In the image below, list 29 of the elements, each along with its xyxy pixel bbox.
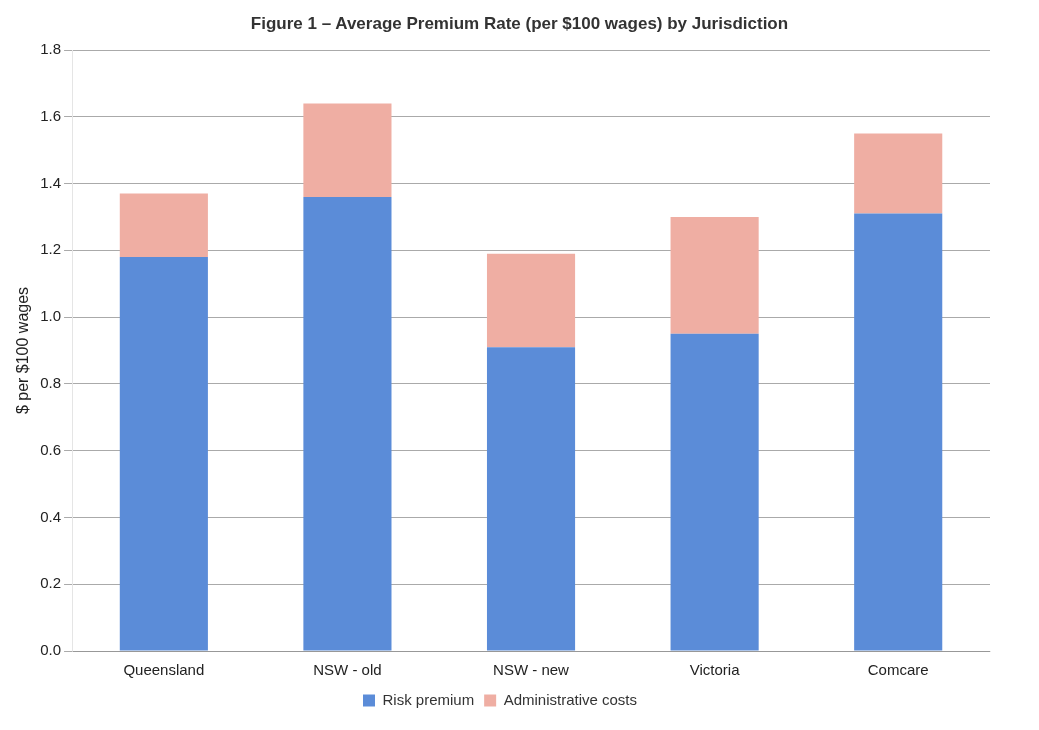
y-tick-label: 1.8: [40, 40, 62, 58]
y-tick-label: 1.6: [40, 106, 62, 124]
y-tick-label: 1.2: [40, 240, 62, 258]
y-tick-label: 1.0: [40, 307, 62, 325]
y-tick-label: 0.6: [40, 440, 62, 458]
bar: [119, 257, 208, 651]
legend-label: Risk premium: [382, 690, 475, 708]
legend-label: Administrative costs: [503, 690, 638, 708]
bar: [119, 193, 208, 258]
bar: [670, 216, 759, 334]
chart-title: Figure 1 – Average Premium Rate (per $100 wages) by Jurisdiction: [249, 14, 790, 35]
bar: [303, 196, 392, 651]
bar: [854, 133, 943, 214]
bar: [854, 213, 943, 651]
x-tick-label: Comcare: [867, 661, 929, 679]
y-tick-label: 0.0: [40, 641, 62, 659]
y-axis-title: $ per $100 wages: [14, 286, 32, 415]
bar: [486, 253, 576, 348]
x-tick-label: Queensland: [123, 661, 205, 679]
y-tick-label: 0.4: [40, 507, 62, 525]
bar: [486, 347, 576, 651]
x-tick-label: NSW - old: [313, 661, 382, 679]
y-tick-label: 1.4: [40, 173, 62, 191]
x-tick-label: Victoria: [689, 661, 741, 679]
bar: [303, 103, 392, 197]
y-tick-label: 0.2: [40, 574, 62, 592]
y-tick-label: 0.8: [40, 374, 62, 392]
bar: [670, 333, 759, 651]
x-tick-label: NSW - new: [493, 661, 570, 679]
